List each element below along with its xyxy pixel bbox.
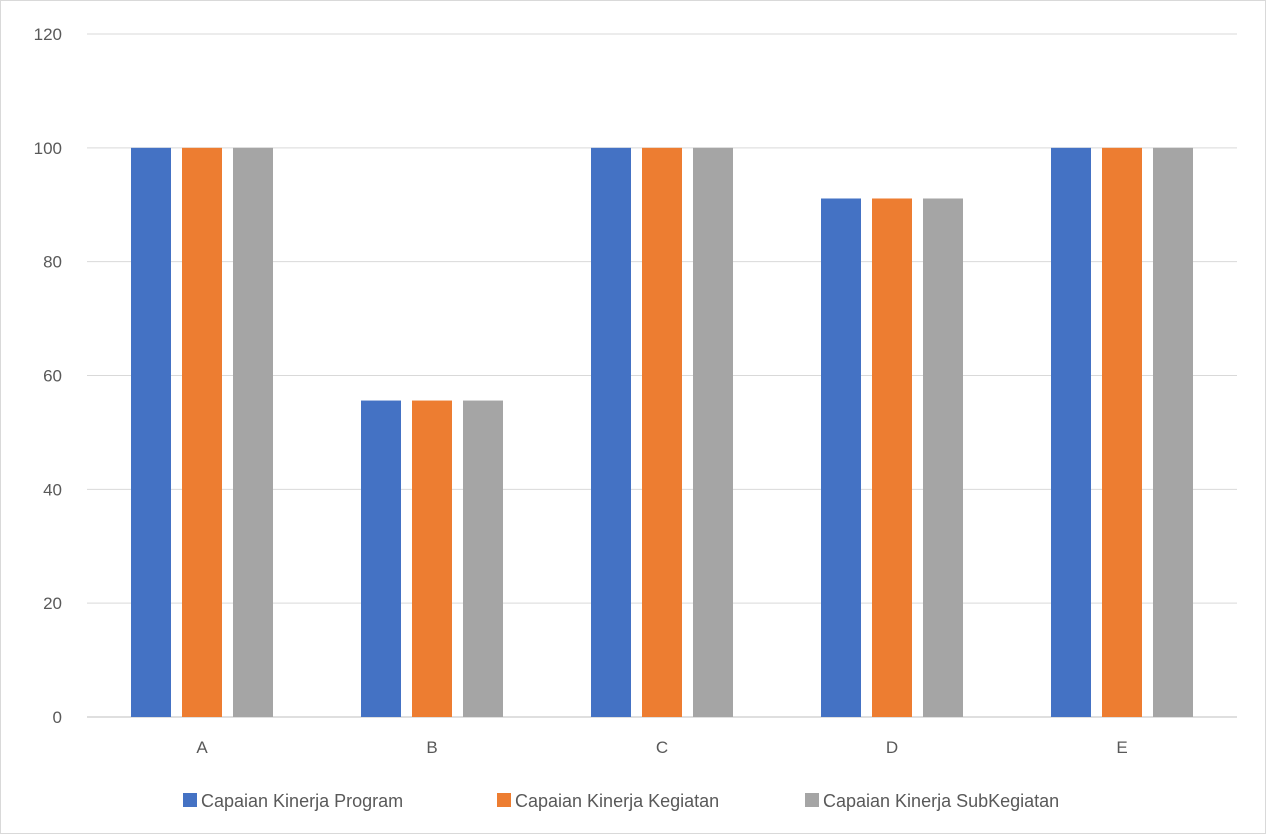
bar-B-2	[412, 400, 452, 717]
x-tick-label: D	[886, 738, 898, 757]
legend-swatch	[183, 793, 197, 807]
y-tick-label: 20	[43, 594, 62, 613]
bar-D-1	[821, 198, 861, 718]
x-tick-label: E	[1116, 738, 1127, 757]
bar-D-2	[872, 198, 912, 718]
legend-swatch	[805, 793, 819, 807]
x-axis-ticks: A B C D E	[196, 738, 1127, 757]
legend-swatch	[497, 793, 511, 807]
legend-label: Capaian Kinerja SubKegiatan	[823, 791, 1059, 811]
legend-label: Capaian Kinerja Kegiatan	[515, 791, 719, 811]
x-tick-label: C	[656, 738, 668, 757]
y-axis-ticks: 0 20 40 60 80 100 120	[34, 25, 62, 727]
y-tick-label: 100	[34, 139, 62, 158]
x-tick-label: B	[426, 738, 437, 757]
y-tick-label: 0	[53, 708, 62, 727]
bar-B-3	[463, 400, 503, 717]
bar-E-3	[1153, 147, 1193, 718]
bar-A-3	[233, 147, 273, 718]
bar-B-1	[361, 400, 401, 717]
bar-C-2	[642, 147, 682, 718]
y-tick-label: 60	[43, 367, 62, 386]
bar-E-2	[1102, 147, 1142, 718]
x-tick-label: A	[196, 738, 208, 757]
bar-E-1	[1051, 147, 1091, 718]
legend-label: Capaian Kinerja Program	[201, 791, 403, 811]
bar-C-3	[693, 147, 733, 718]
bar-C-1	[591, 147, 631, 718]
y-tick-label: 120	[34, 25, 62, 44]
bar-A-2	[182, 147, 222, 718]
legend: Capaian Kinerja Program Capaian Kinerja K…	[183, 791, 1059, 811]
y-tick-label: 40	[43, 480, 62, 499]
bar-A-1	[131, 147, 171, 718]
bars	[131, 147, 1193, 718]
y-tick-label: 80	[43, 253, 62, 272]
bar-D-3	[923, 198, 963, 718]
